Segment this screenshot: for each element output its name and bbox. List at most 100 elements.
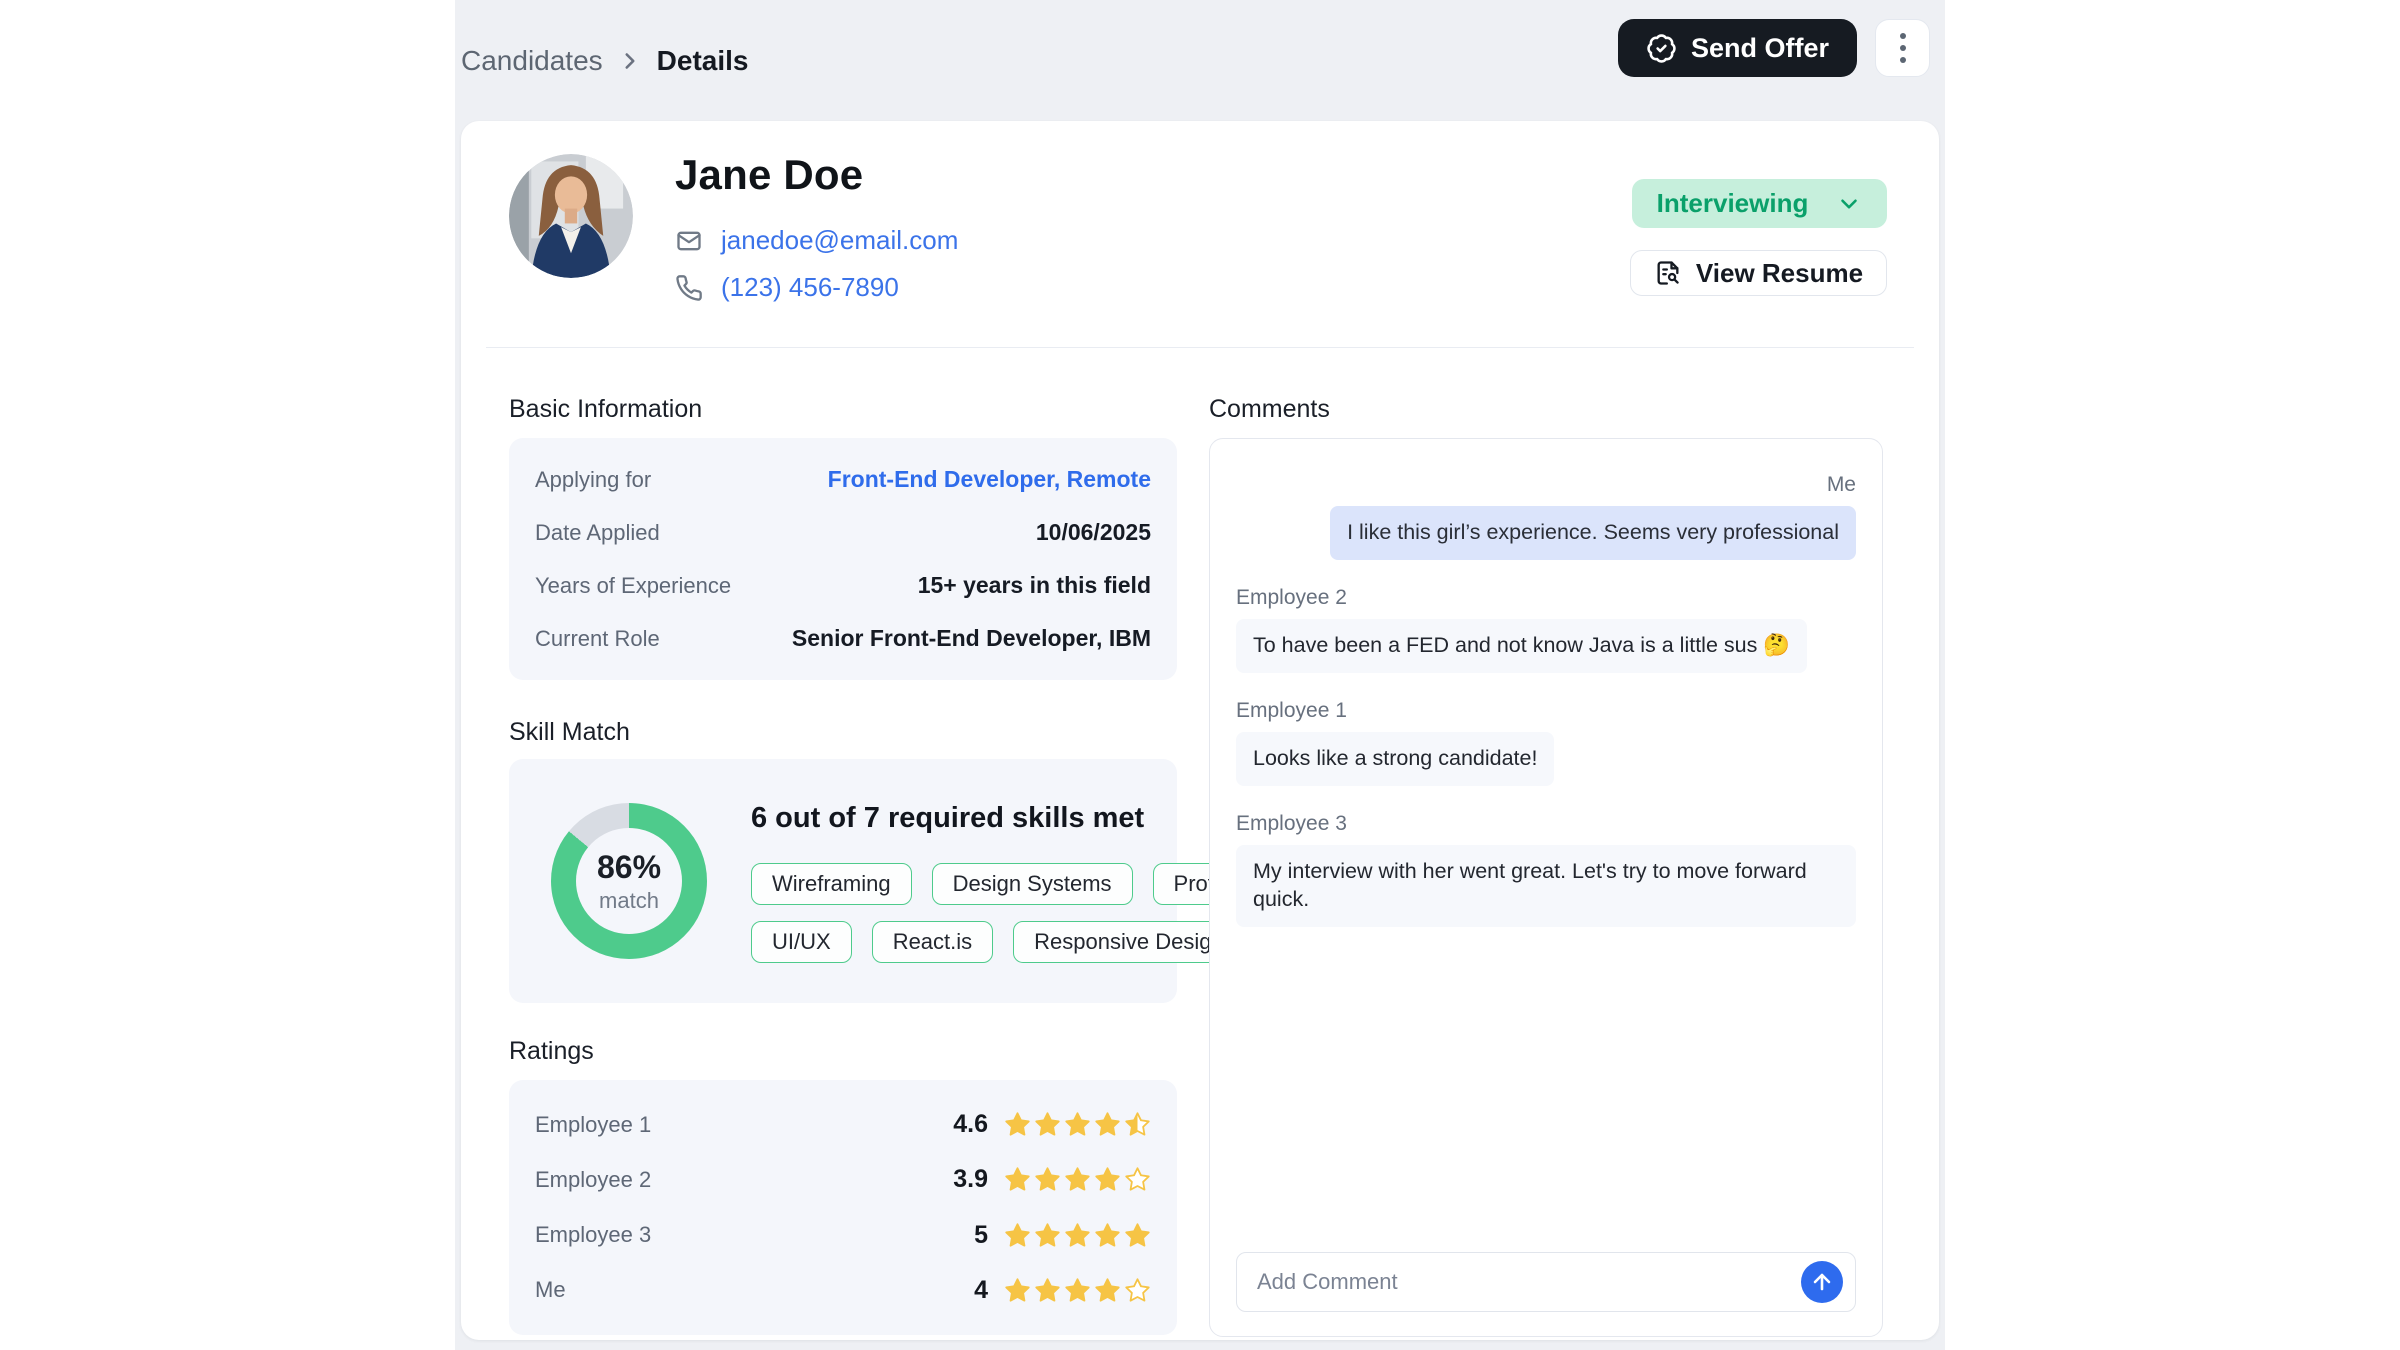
comment-author: Me	[1826, 473, 1856, 496]
star-icon	[1005, 1278, 1030, 1302]
rater-name: Employee 3	[535, 1222, 652, 1248]
star-icon	[1125, 1167, 1150, 1191]
add-comment-input[interactable]	[1257, 1269, 1801, 1295]
star-icon	[1125, 1223, 1150, 1247]
rating-row: Employee 3 5	[535, 1221, 1151, 1250]
view-resume-label: View Resume	[1695, 257, 1864, 288]
comment-author: Employee 2	[1236, 585, 1347, 609]
star-rating	[1004, 1111, 1151, 1138]
comments-card: Me I like this girl’s experience. Seems v…	[1209, 438, 1883, 1337]
skill-chip: Wireframing	[751, 862, 912, 905]
skill-chip: React.is	[871, 920, 994, 963]
candidate-details-card: Jane Doe janedoe@email.com (123) 456-789…	[461, 121, 1939, 1340]
info-value: Senior Front-End Developer, IBM	[791, 625, 1151, 651]
star-icon	[1065, 1223, 1090, 1247]
star-rating	[1004, 1166, 1151, 1193]
star-icon	[1035, 1223, 1060, 1247]
breadcrumb-details-current: Details	[656, 44, 749, 76]
status-dropdown[interactable]: Interviewing	[1632, 179, 1887, 228]
comment-bubble: To have been a FED and not know Java is …	[1236, 618, 1808, 673]
chevron-down-icon	[1836, 191, 1862, 217]
skill-match-title: Skill Match	[509, 718, 630, 746]
breadcrumb: Candidates Details	[455, 45, 748, 77]
match-percent: 86%	[596, 848, 662, 885]
more-options-button[interactable]	[1875, 19, 1930, 77]
star-icon	[1095, 1223, 1120, 1247]
view-resume-button[interactable]: View Resume	[1630, 250, 1887, 296]
header-divider	[486, 347, 1914, 348]
candidate-name: Jane Doe	[675, 151, 864, 198]
comment-author: Employee 1	[1236, 698, 1347, 722]
ratings-title: Ratings	[509, 1037, 594, 1065]
comment-bubble: My interview with her went great. Let's …	[1236, 844, 1856, 927]
content-column: Candidates Details Send Offer	[455, 0, 1945, 1350]
arrow-up-icon	[1810, 1270, 1834, 1294]
info-row: Applying for Front-End Developer, Remote	[535, 466, 1151, 493]
phone-icon	[675, 274, 703, 302]
send-offer-button[interactable]: Send Offer	[1617, 19, 1857, 77]
breadcrumb-candidates-link[interactable]: Candidates	[461, 44, 603, 76]
candidate-email-link[interactable]: janedoe@email.com	[721, 225, 959, 255]
status-label: Interviewing	[1656, 188, 1809, 218]
comment-bubble: I like this girl’s experience. Seems ver…	[1330, 506, 1856, 560]
star-icon	[1095, 1278, 1120, 1302]
donut-center: 86% match	[576, 828, 682, 934]
basic-information-card: Applying for Front-End Developer, Remote D…	[509, 438, 1177, 680]
skill-match-card: 86% match 6 out of 7 required skills met…	[509, 759, 1354, 1003]
star-icon	[1005, 1167, 1030, 1191]
file-search-icon	[1654, 259, 1682, 287]
star-icon	[1035, 1278, 1060, 1302]
right-column: Comments Me I like this girl’s experience…	[1209, 347, 1883, 1340]
send-comment-button[interactable]	[1801, 1261, 1843, 1303]
match-label: match	[599, 887, 659, 913]
candidate-photo	[509, 154, 633, 278]
profile-actions: Interviewing View	[1630, 179, 1887, 296]
info-row: Years of Experience 15+ years in this fie…	[535, 572, 1151, 599]
skill-chip: Design Systems	[931, 862, 1133, 905]
info-value: 15+ years in this field	[917, 572, 1151, 598]
rating-score: 4.6	[953, 1110, 988, 1138]
star-rating	[1004, 1277, 1151, 1304]
rating-score: 4	[974, 1275, 988, 1304]
comment-message: Employee 2 To have been a FED and not kno…	[1236, 586, 1856, 673]
star-icon	[1035, 1167, 1060, 1191]
skill-match-donut: 86% match	[551, 803, 707, 959]
star-icon	[1095, 1167, 1120, 1191]
kebab-menu-icon	[1899, 33, 1906, 39]
rater-name: Employee 1	[535, 1111, 652, 1137]
rater-name: Employee 2	[535, 1166, 652, 1192]
top-bar: Candidates Details Send Offer	[455, 0, 1945, 121]
candidate-phone-link[interactable]: (123) 456-7890	[721, 272, 899, 302]
comment-author: Employee 3	[1236, 811, 1347, 835]
chevron-right-icon	[617, 48, 643, 74]
mail-icon	[675, 227, 703, 255]
comments-thread: Me I like this girl’s experience. Seems v…	[1236, 473, 1856, 927]
star-icon	[1005, 1223, 1030, 1247]
phone-row: (123) 456-7890	[675, 272, 958, 303]
comment-message: Me I like this girl’s experience. Seems v…	[1236, 473, 1856, 560]
profile-main: Jane Doe janedoe@email.com (123) 456-789…	[675, 151, 958, 303]
skill-chip: UI/UX	[751, 920, 852, 963]
email-row: janedoe@email.com	[675, 225, 958, 256]
rating-row: Employee 2 3.9	[535, 1165, 1151, 1194]
comment-bubble: Looks like a strong candidate!	[1236, 731, 1555, 786]
comment-message: Employee 1 Looks like a strong candidate!	[1236, 699, 1856, 786]
card-body: Basic Information Applying for Front-End …	[509, 347, 1883, 1340]
star-icon	[1125, 1278, 1150, 1302]
rating-score: 5	[974, 1220, 988, 1249]
comments-title: Comments	[1209, 395, 1330, 423]
badge-check-icon	[1646, 33, 1677, 64]
skills-met-headline: 6 out of 7 required skills met	[751, 801, 1145, 834]
applying-for-link[interactable]: Front-End Developer, Remote	[827, 466, 1151, 492]
send-offer-label: Send Offer	[1690, 32, 1829, 63]
info-label: Applying for	[535, 466, 652, 492]
profile-header: Jane Doe janedoe@email.com (123) 456-789…	[509, 121, 1887, 347]
star-icon	[1065, 1278, 1090, 1302]
add-comment-bar	[1236, 1252, 1856, 1312]
rating-row: Employee 1 4.6	[535, 1110, 1151, 1139]
info-label: Current Role	[535, 625, 660, 651]
star-icon	[1125, 1112, 1150, 1136]
